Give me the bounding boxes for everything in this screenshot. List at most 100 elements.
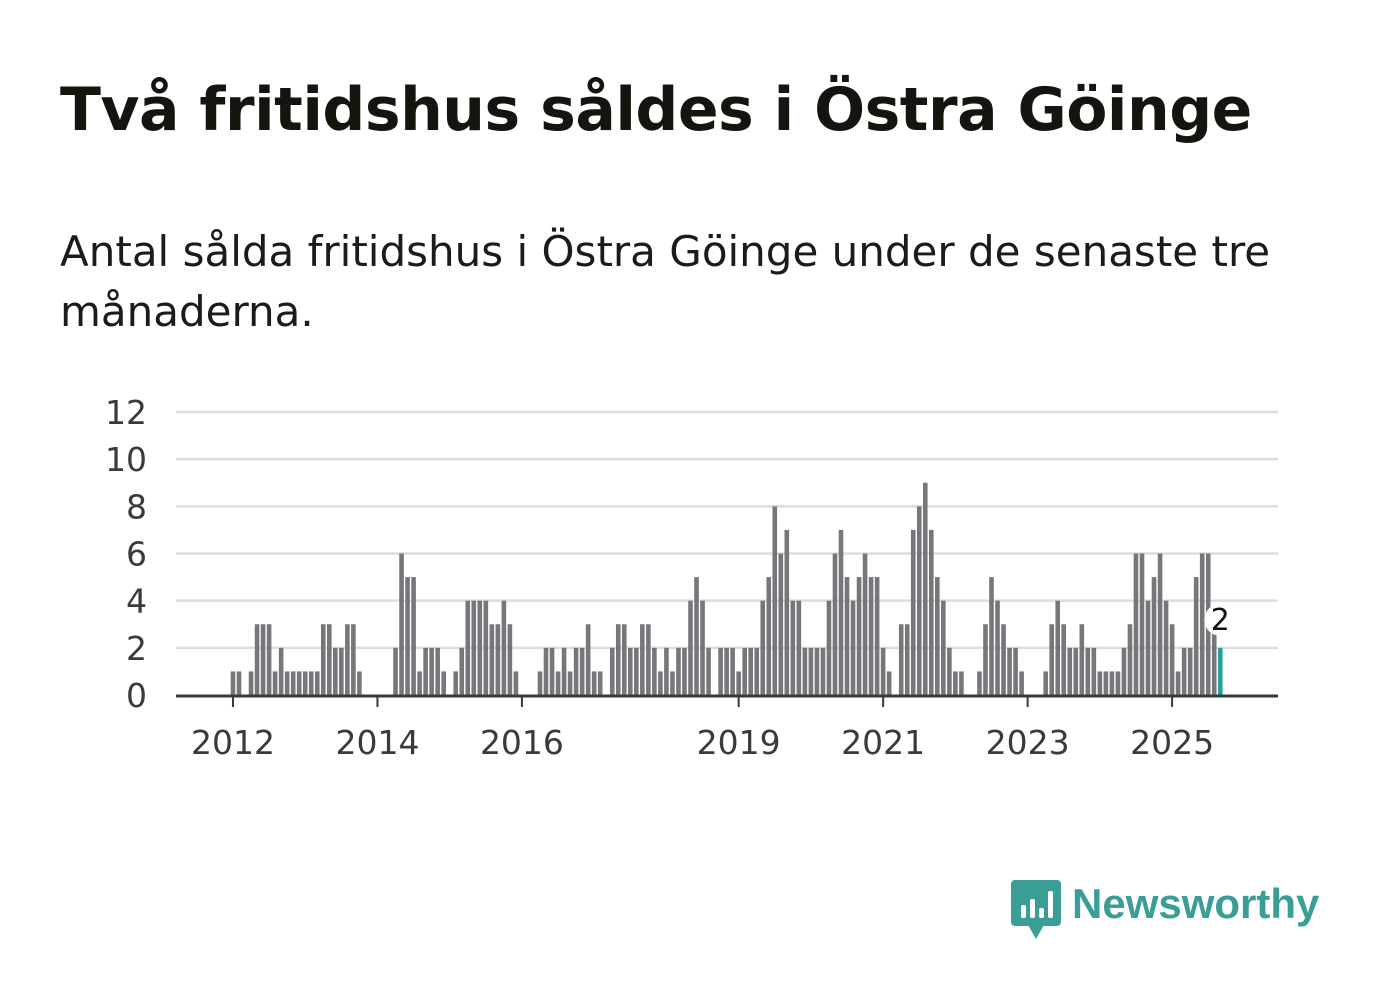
bar (435, 647, 440, 695)
bar (423, 647, 428, 695)
bar (941, 600, 946, 695)
bar (597, 671, 603, 695)
bar (989, 577, 994, 695)
bar (814, 647, 820, 695)
bar (314, 671, 320, 695)
newsworthy-logo-icon (1011, 880, 1061, 939)
bar (495, 624, 501, 695)
bar (393, 647, 398, 695)
bar (260, 624, 266, 695)
y-tick-label: 8 (126, 487, 147, 526)
bar (1103, 671, 1109, 695)
bar (874, 577, 880, 695)
bar (766, 577, 772, 695)
bar (1145, 600, 1151, 695)
y-tick-label: 4 (126, 582, 147, 621)
x-tick-label: 2016 (480, 723, 564, 762)
bar (272, 671, 278, 695)
annotation-halo (1204, 603, 1237, 636)
y-tick-label: 0 (126, 676, 147, 715)
bar (1091, 647, 1097, 695)
y-tick-label: 12 (105, 393, 147, 432)
bar (1055, 600, 1061, 695)
bar (682, 647, 687, 695)
bar (640, 624, 645, 695)
bar (1043, 671, 1048, 695)
bar (910, 529, 916, 695)
bar (248, 671, 254, 695)
bar (983, 624, 988, 695)
bar (856, 577, 862, 695)
bar (880, 647, 886, 695)
bar (513, 671, 519, 695)
bar (1049, 624, 1054, 695)
bar (736, 671, 741, 695)
x-tick-label: 2025 (1130, 723, 1214, 762)
bar (868, 577, 874, 695)
bar (1193, 577, 1199, 695)
bar (658, 671, 663, 695)
bar (579, 647, 585, 695)
bar (706, 647, 711, 695)
y-tick-label: 10 (105, 440, 147, 479)
bar (477, 600, 483, 695)
bar (850, 600, 856, 695)
bar (772, 506, 778, 695)
x-tick-label: 2021 (841, 723, 925, 762)
bar (483, 600, 489, 695)
bar (1019, 671, 1024, 695)
bar (537, 671, 543, 695)
bar (670, 671, 675, 695)
bar (615, 624, 621, 695)
bar (327, 624, 332, 695)
bar (543, 647, 549, 695)
chart-title: Två fritidshus såldes i Östra Göinge (60, 75, 1252, 145)
bar (688, 600, 693, 695)
bar (345, 624, 350, 695)
bar (790, 600, 796, 695)
bar (808, 647, 814, 695)
bar (977, 671, 982, 695)
bar (922, 482, 928, 695)
bar (333, 647, 338, 695)
grid-lines (176, 410, 1278, 650)
bar (898, 624, 904, 695)
bar (609, 647, 615, 695)
bar (796, 600, 802, 695)
x-axis-ticks: 2012 2014 2016 2019 2021 2023 2025 (191, 696, 1214, 762)
bar (555, 671, 561, 695)
y-axis-ticks: 0 2 4 6 8 10 12 (105, 393, 147, 715)
bar (730, 647, 735, 695)
bar (1097, 671, 1103, 695)
bar (886, 671, 892, 695)
bars (230, 482, 1223, 695)
bar (1109, 671, 1115, 695)
bar (1013, 647, 1018, 695)
bar (290, 671, 296, 695)
bar (1067, 647, 1073, 695)
bar (441, 671, 446, 695)
bar (1157, 553, 1163, 695)
bar (862, 553, 868, 695)
bar (284, 671, 290, 695)
bar (953, 671, 958, 695)
bar (399, 553, 404, 695)
bar (567, 671, 573, 695)
bar (646, 624, 651, 695)
bar (465, 600, 471, 695)
bar (748, 647, 753, 695)
bar (266, 624, 272, 695)
bar (417, 671, 422, 695)
bar (254, 624, 260, 695)
bar (507, 624, 513, 695)
bar (664, 647, 669, 695)
bar (826, 600, 832, 695)
bar (278, 647, 284, 695)
bar (411, 577, 416, 695)
bar (230, 671, 236, 695)
bar (1163, 600, 1169, 695)
bar (784, 529, 790, 695)
bar (585, 624, 591, 695)
bar (302, 671, 308, 695)
